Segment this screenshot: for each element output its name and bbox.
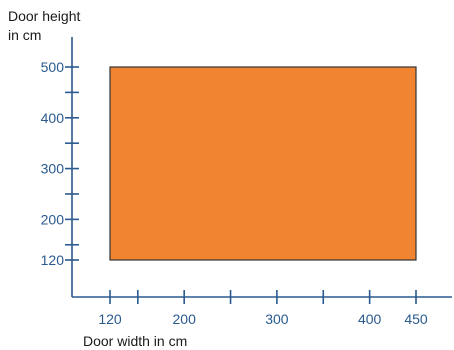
y-tick-label-300: 300 — [41, 161, 65, 177]
x-tick-label-200: 200 — [173, 311, 197, 327]
x-tick-label-400: 400 — [358, 311, 382, 327]
x-axis-title: Door width in cm — [83, 333, 187, 349]
y-tick-label-500: 500 — [41, 59, 65, 75]
y-tick-label-120: 120 — [41, 252, 65, 268]
y-tick-label-200: 200 — [41, 211, 65, 227]
y-axis-title-line-2: in cm — [8, 27, 41, 43]
y-tick-label-400: 400 — [41, 110, 65, 126]
feasible-region — [109, 66, 417, 261]
x-tick-label-450: 450 — [404, 311, 428, 327]
x-tick-label-300: 300 — [265, 311, 289, 327]
y-axis-title-line-1: Door height — [8, 8, 80, 24]
x-tick-label-120: 120 — [98, 311, 122, 327]
